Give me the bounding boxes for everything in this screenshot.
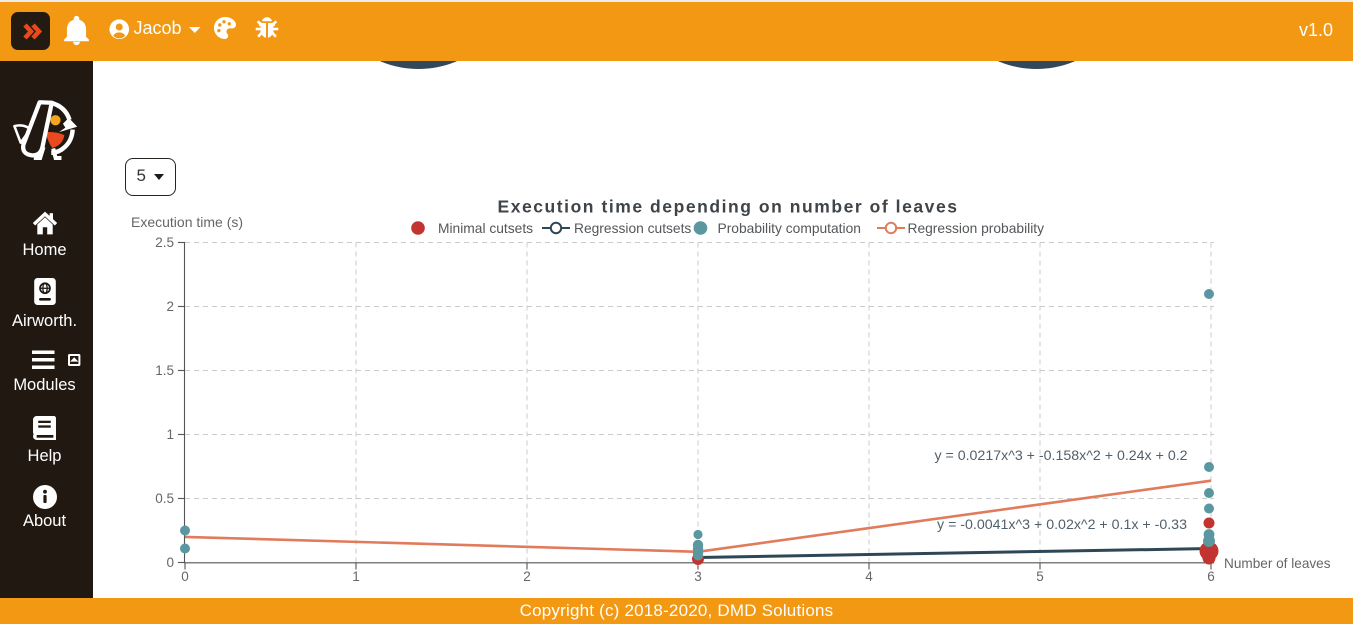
svg-text:0.5: 0.5: [155, 491, 174, 506]
svg-text:2: 2: [166, 299, 174, 314]
svg-text:3: 3: [694, 569, 702, 584]
svg-text:2: 2: [523, 569, 531, 584]
svg-text:Number of leaves: Number of leaves: [1224, 556, 1331, 571]
svg-text:Execution time (s): Execution time (s): [131, 214, 243, 230]
svg-text:Regression cutsets: Regression cutsets: [574, 221, 691, 236]
svg-text:2.5: 2.5: [155, 235, 174, 250]
svg-text:1: 1: [352, 569, 360, 584]
svg-text:y = 0.0217x^3 + -0.158x^2 + 0.: y = 0.0217x^3 + -0.158x^2 + 0.24x + 0.2: [934, 448, 1187, 464]
svg-text:Execution time depending on nu: Execution time depending on number of le…: [497, 197, 958, 217]
svg-text:y = -0.0041x^3 + 0.02x^2 + 0.1: y = -0.0041x^3 + 0.02x^2 + 0.1x + -0.33: [937, 517, 1187, 533]
svg-text:0: 0: [166, 555, 174, 570]
svg-text:6: 6: [1207, 569, 1215, 584]
svg-text:1.5: 1.5: [155, 363, 174, 378]
svg-text:4: 4: [865, 569, 873, 584]
svg-text:1: 1: [166, 427, 174, 442]
svg-text:Minimal cutsets: Minimal cutsets: [438, 221, 533, 236]
svg-text:0: 0: [181, 569, 189, 584]
svg-text:Regression probability: Regression probability: [908, 221, 1045, 236]
svg-text:5: 5: [1036, 569, 1044, 584]
svg-text:Probability computation: Probability computation: [718, 221, 861, 236]
